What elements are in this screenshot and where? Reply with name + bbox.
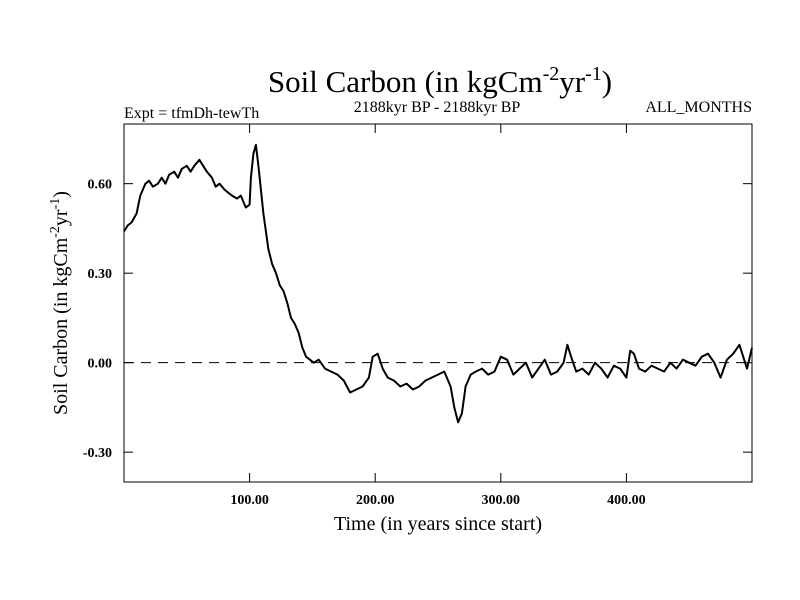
x-axis-label: Time (in years since start) — [334, 513, 542, 535]
chart-title-sup2: -1 — [585, 63, 602, 85]
y-axis-label-mid: yr — [50, 209, 72, 226]
chart-title-sup1: -2 — [543, 63, 560, 85]
y-tick-label-0: 0.60 — [88, 178, 113, 193]
x-tick-label-0: 100.00 — [230, 493, 269, 508]
chart-title: Soil Carbon (in kgCm-2yr-1) — [268, 63, 612, 99]
x-tick-label-3: 400.00 — [607, 493, 646, 508]
x-tick-label-1: 200.00 — [356, 493, 395, 508]
subtitle-experiment: Expt = tfmDh-tewTh — [124, 105, 259, 122]
x-axis-ticks: 100.00 200.00 300.00 400.00 — [230, 124, 646, 508]
y-tick-label-2: 0.00 — [88, 357, 113, 372]
y-axis-ticks: 0.60 0.30 0.00 -0.30 — [83, 178, 752, 461]
subtitle-months: ALL_MONTHS — [645, 99, 752, 116]
x-tick-label-2: 300.00 — [482, 493, 521, 508]
y-tick-label-1: 0.30 — [88, 267, 113, 282]
soil-carbon-series-line — [123, 143, 753, 424]
chart-title-mid: yr — [559, 64, 586, 99]
y-axis-label-main: Soil Carbon (in kgCm — [50, 237, 72, 415]
chart-title-main: Soil Carbon (in kgCm — [268, 64, 543, 99]
y-axis-label-end: ) — [50, 191, 72, 198]
y-tick-label-3: -0.30 — [83, 446, 112, 461]
y-axis-label-sup2: -1 — [48, 198, 63, 210]
y-axis-label: Soil Carbon (in kgCm-2yr-1) — [48, 191, 72, 415]
y-axis-label-sup1: -2 — [48, 226, 63, 238]
chart-title-end: ) — [602, 64, 612, 99]
plot-frame — [123, 123, 753, 483]
subtitle-period: 2188kyr BP - 2188kyr BP — [354, 99, 521, 116]
